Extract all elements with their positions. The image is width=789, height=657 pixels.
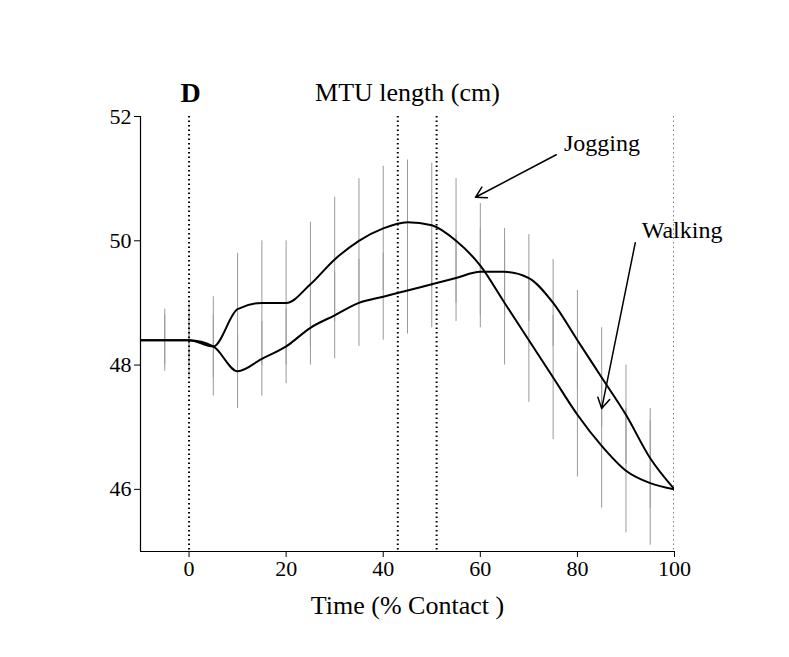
svg-text:MTU length (cm): MTU length (cm): [315, 78, 500, 107]
svg-text:52: 52: [110, 104, 132, 129]
svg-text:0: 0: [184, 556, 195, 581]
svg-text:20: 20: [275, 556, 297, 581]
svg-text:100: 100: [658, 556, 691, 581]
svg-text:50: 50: [110, 228, 132, 253]
svg-text:Time (% Contact ): Time (% Contact ): [311, 591, 504, 620]
svg-text:48: 48: [110, 352, 132, 377]
svg-text:46: 46: [110, 476, 132, 501]
svg-text:D: D: [181, 77, 201, 108]
svg-text:60: 60: [469, 556, 491, 581]
svg-text:40: 40: [372, 556, 394, 581]
svg-text:80: 80: [566, 556, 588, 581]
svg-text:Jogging: Jogging: [564, 130, 640, 156]
svg-text:Walking: Walking: [642, 217, 723, 243]
